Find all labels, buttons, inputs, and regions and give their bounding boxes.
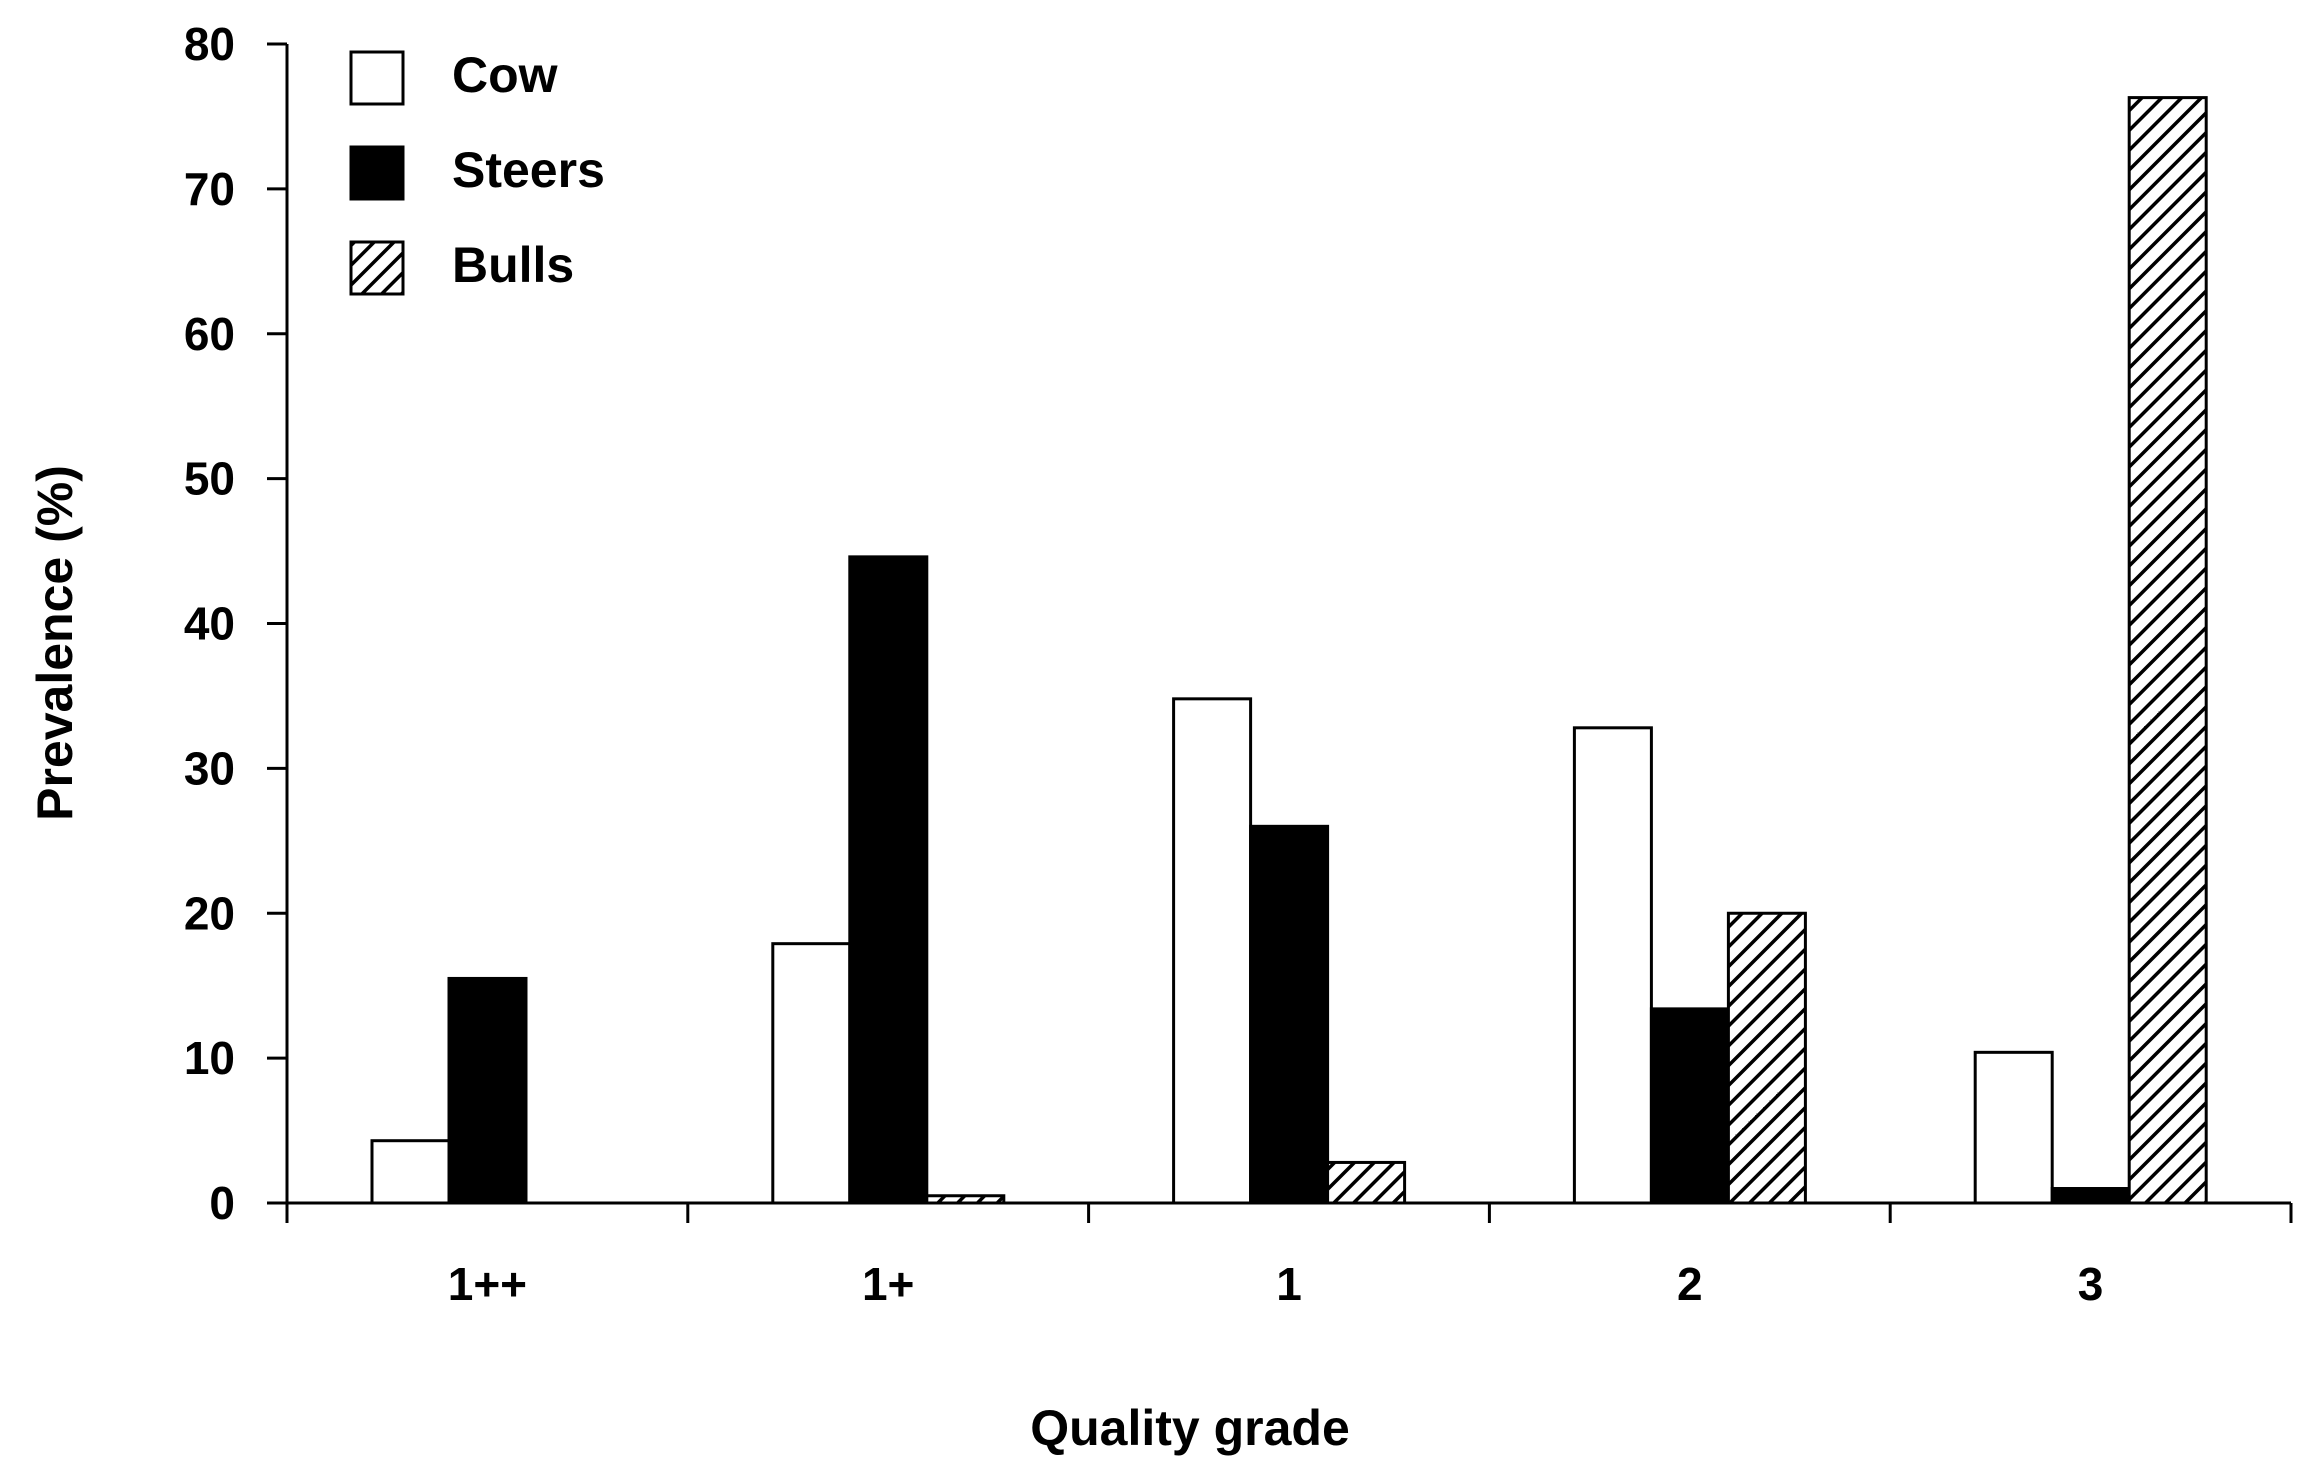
y-tick-label: 70 — [184, 163, 235, 215]
y-axis-ticks: 0 10 20 30 40 50 60 70 80 — [184, 18, 287, 1229]
y-tick-label: 30 — [184, 742, 235, 794]
legend-label-bulls: Bulls — [452, 237, 574, 293]
y-tick-label: 0 — [209, 1177, 235, 1229]
bar-steers-1++ — [447, 976, 528, 1205]
bar-bulls-2 — [1726, 911, 1807, 1205]
legend-label-steers: Steers — [452, 142, 605, 198]
bar-bulls-3 — [2127, 96, 2208, 1205]
x-axis-ticks: 1++ 1+ 1 2 3 — [285, 1203, 2293, 1310]
y-tick-label: 80 — [184, 18, 235, 70]
x-tick-label: 1++ — [448, 1258, 527, 1310]
x-tick-label: 3 — [2078, 1258, 2104, 1310]
bar-steers-1+ — [848, 555, 929, 1205]
bar-cow-1+ — [771, 942, 852, 1205]
x-tick-label: 1 — [1276, 1258, 1302, 1310]
bar-bulls-1 — [1326, 1160, 1407, 1205]
legend-swatch-steers — [349, 145, 405, 201]
bar-steers-3 — [2050, 1187, 2131, 1205]
bar-cow-1 — [1172, 697, 1253, 1205]
y-tick-label: 60 — [184, 308, 235, 360]
bars-layer — [370, 96, 2208, 1205]
y-tick-label: 40 — [184, 598, 235, 650]
x-axis-title: Quality grade — [1030, 1400, 1350, 1456]
legend: Cow Steers Bulls — [349, 47, 605, 296]
legend-label-cow: Cow — [452, 47, 558, 103]
legend-swatch-bulls — [349, 240, 405, 296]
bar-cow-3 — [1973, 1050, 2054, 1205]
x-tick-label: 2 — [1677, 1258, 1703, 1310]
bar-cow-1++ — [370, 1139, 451, 1205]
bar-steers-1 — [1249, 824, 1330, 1205]
bar-cow-2 — [1572, 726, 1653, 1205]
y-tick-label: 50 — [184, 453, 235, 505]
bar-steers-2 — [1649, 1007, 1730, 1205]
legend-swatch-cow — [349, 50, 405, 106]
y-tick-label: 10 — [184, 1032, 235, 1084]
y-tick-label: 20 — [184, 887, 235, 939]
x-tick-label: 1+ — [862, 1258, 914, 1310]
y-axis-title: Prevalence (%) — [27, 465, 83, 821]
